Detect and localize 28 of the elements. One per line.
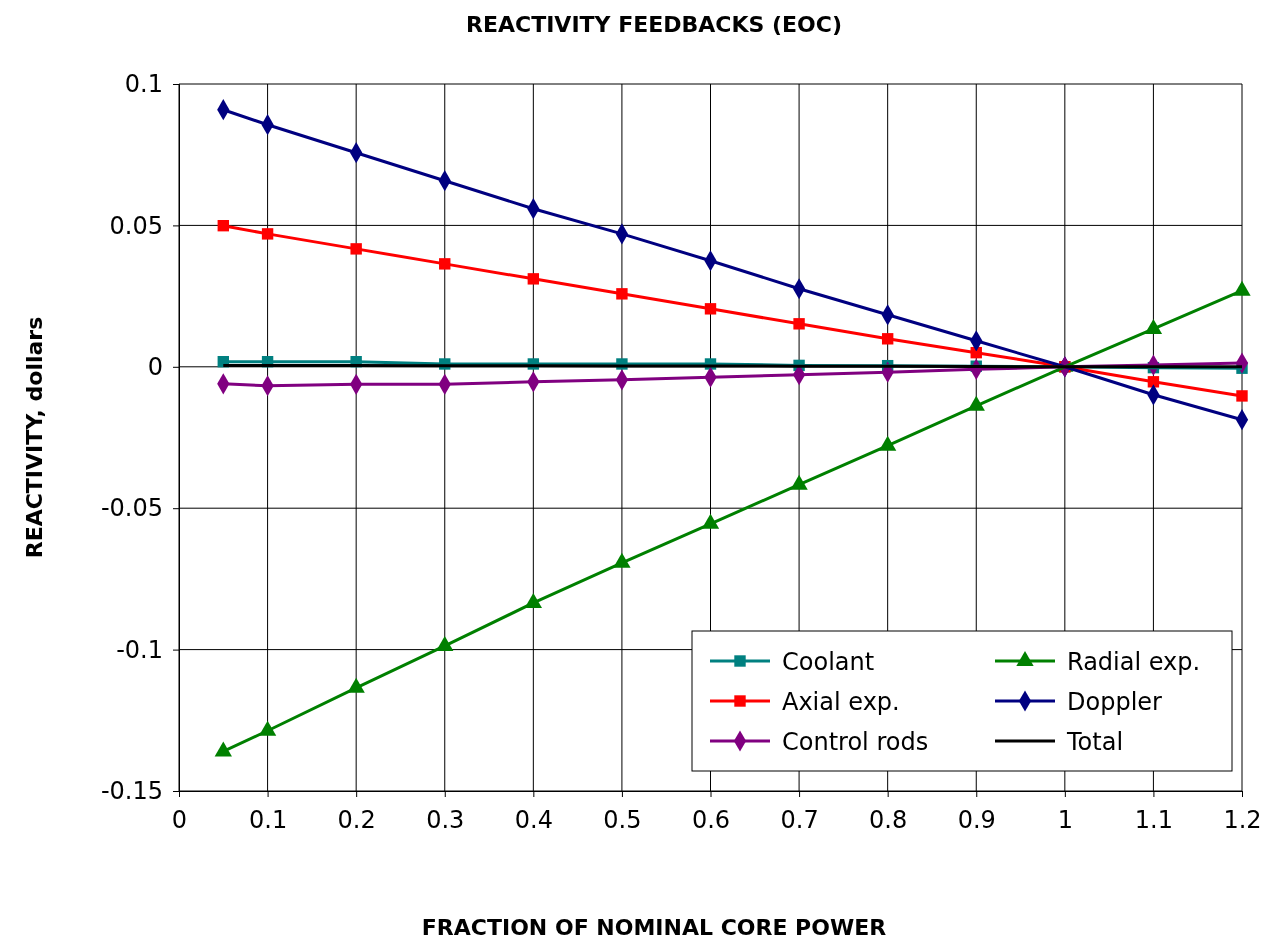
chart-title: REACTIVITY FEEDBACKS (EOC): [466, 12, 842, 37]
x-tick-label: 0: [171, 806, 188, 835]
x-tick-label: 1.1: [1134, 806, 1173, 835]
x-tick-label: 0.7: [780, 806, 819, 835]
y-tick-label: 0.1: [124, 70, 163, 99]
legend-label: Radial exp.: [1067, 648, 1201, 676]
x-tick-label: 0.4: [514, 806, 553, 835]
legend-label: Doppler: [1067, 688, 1163, 716]
y-tick-label: 0.05: [109, 211, 163, 240]
legend-label: Coolant: [782, 648, 875, 676]
x-tick-label: 0.8: [869, 806, 908, 835]
x-tick-label: 0.9: [957, 806, 996, 835]
x-tick-label: 1: [1057, 806, 1073, 835]
x-tick-label: 0.6: [691, 806, 731, 835]
y-tick-label: -0.1: [116, 635, 163, 664]
y-axis-title: REACTIVITY, dollars: [22, 316, 47, 559]
y-tick-label: 0: [147, 352, 163, 381]
y-tick-label: -0.05: [100, 494, 163, 523]
x-tick-label: 0.3: [426, 806, 465, 835]
x-tick-label: 0.1: [249, 806, 288, 835]
legend-label: Control rods: [782, 728, 929, 756]
x-tick-label: 1.2: [1223, 806, 1262, 835]
legend-label: Total: [1066, 728, 1124, 756]
x-tick-label: 0.5: [603, 806, 642, 835]
x-axis-title: FRACTION OF NOMINAL CORE POWER: [421, 915, 887, 940]
y-tick-label: -0.15: [100, 777, 163, 806]
legend-label: Axial exp.: [782, 688, 900, 716]
x-tick-label: 0.2: [337, 806, 376, 835]
